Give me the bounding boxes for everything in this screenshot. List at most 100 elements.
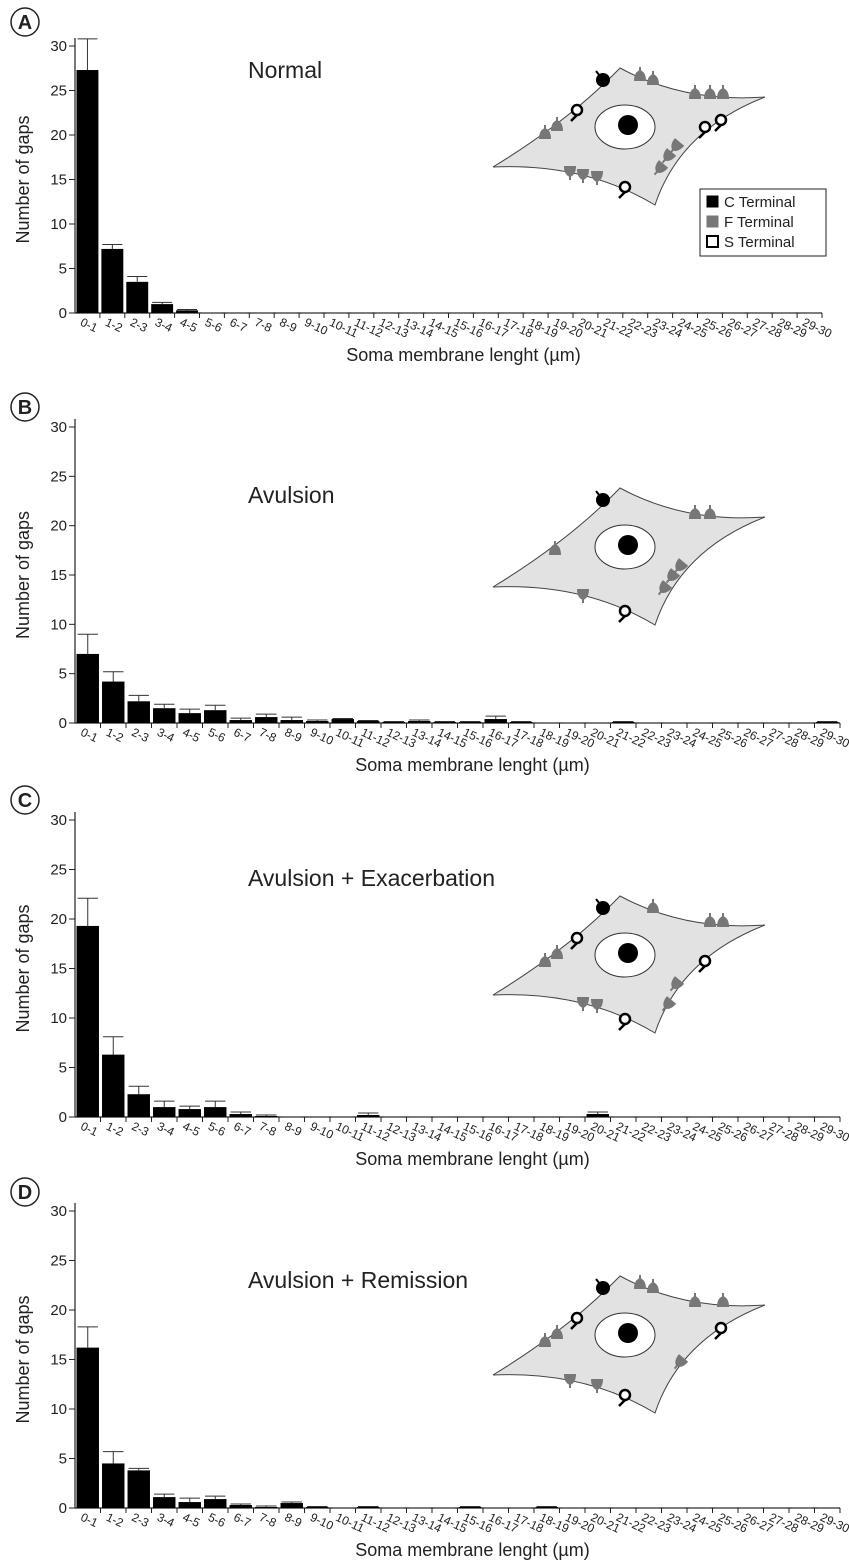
y-tick-label: 15 bbox=[50, 961, 67, 978]
y-tick-label: 0 bbox=[59, 715, 67, 732]
panel-badge bbox=[10, 392, 40, 422]
x-tick-label: 2-3 bbox=[129, 1119, 151, 1139]
y-tick-label: 10 bbox=[50, 1401, 67, 1418]
bar bbox=[178, 713, 201, 723]
bar bbox=[357, 1115, 380, 1117]
x-axis-label: Soma membrane lenght (µm) bbox=[355, 1149, 589, 1169]
x-tick-label: 0-1 bbox=[78, 1510, 100, 1530]
bar bbox=[101, 248, 124, 313]
y-tick-label: 0 bbox=[59, 1500, 67, 1517]
bar bbox=[612, 722, 635, 723]
bar bbox=[153, 1107, 176, 1117]
x-tick-label: 7-8 bbox=[257, 725, 279, 745]
x-tick-label: 7-8 bbox=[252, 315, 274, 335]
bar bbox=[255, 717, 278, 723]
y-tick-label: 25 bbox=[50, 468, 67, 485]
x-tick-label: 8-9 bbox=[282, 1119, 304, 1139]
x-tick-label: 2-3 bbox=[128, 315, 150, 335]
panel-letter: A bbox=[18, 12, 32, 34]
bar bbox=[306, 1507, 329, 1508]
bar bbox=[76, 925, 99, 1117]
bar bbox=[229, 1505, 252, 1508]
y-tick-label: 15 bbox=[50, 172, 67, 189]
x-tick-label: 29-30 bbox=[818, 1119, 849, 1145]
x-tick-label: 29-30 bbox=[818, 1510, 849, 1536]
x-tick-label: 6-7 bbox=[231, 1119, 253, 1139]
bar bbox=[151, 304, 174, 313]
x-tick-label: 1-2 bbox=[103, 315, 125, 335]
bar bbox=[127, 1094, 150, 1117]
chart-panel: D Avulsion + Remission Number of gaps Soma … bbox=[10, 1177, 849, 1560]
panel-title: Avulsion + Exacerbation bbox=[248, 865, 495, 891]
y-tick-label: 10 bbox=[50, 616, 67, 633]
x-tick-label: 4-5 bbox=[180, 1119, 202, 1139]
y-tick-label: 30 bbox=[50, 812, 67, 829]
x-tick-label: 6-7 bbox=[231, 725, 253, 745]
bar bbox=[204, 1499, 227, 1508]
x-tick-label: 0-1 bbox=[78, 1119, 100, 1139]
y-tick-label: 15 bbox=[50, 567, 67, 584]
bar bbox=[102, 1054, 125, 1117]
bar bbox=[127, 701, 150, 723]
x-tick-label: 3-4 bbox=[155, 1510, 177, 1530]
panel-title: Avulsion bbox=[248, 482, 335, 508]
bar bbox=[459, 722, 482, 723]
x-tick-label: 9-10 bbox=[308, 1510, 336, 1533]
x-tick-label: 5-6 bbox=[203, 315, 225, 335]
x-tick-label: 1-2 bbox=[104, 1119, 126, 1139]
bar bbox=[331, 719, 354, 723]
y-axis-label: Number of gaps bbox=[13, 904, 33, 1032]
bar bbox=[102, 681, 125, 723]
x-axis-label: Soma membrane lenght (µm) bbox=[355, 1540, 589, 1560]
panel-title: Avulsion + Remission bbox=[248, 1267, 468, 1293]
panel-badge bbox=[10, 1177, 40, 1207]
x-tick-label: 4-5 bbox=[180, 1510, 202, 1530]
bar bbox=[229, 720, 252, 723]
y-tick-label: 0 bbox=[59, 1109, 67, 1126]
chart-panel: C Avulsion + Exacerbation Number of gaps So… bbox=[10, 785, 849, 1169]
bar bbox=[816, 722, 839, 723]
bar bbox=[280, 1503, 303, 1508]
x-tick-label: 8-9 bbox=[282, 725, 304, 745]
bar bbox=[127, 1470, 150, 1508]
bar bbox=[382, 722, 405, 723]
bar bbox=[510, 722, 533, 723]
y-axis-label: Number of gaps bbox=[13, 511, 33, 639]
legend-label: C Terminal bbox=[724, 194, 795, 211]
x-tick-label: 0-1 bbox=[78, 725, 100, 745]
y-tick-label: 5 bbox=[59, 261, 67, 278]
panel-letter: C bbox=[18, 790, 32, 812]
cell-diagram bbox=[492, 1274, 766, 1414]
y-tick-label: 20 bbox=[50, 1302, 67, 1319]
bar bbox=[176, 310, 199, 313]
x-tick-label: 9-10 bbox=[302, 315, 330, 338]
legend-label: S Terminal bbox=[724, 234, 795, 251]
bar bbox=[484, 719, 507, 723]
x-tick-label: 7-8 bbox=[257, 1119, 279, 1139]
bar bbox=[459, 1507, 482, 1508]
bar bbox=[204, 1107, 227, 1117]
bar bbox=[126, 281, 149, 313]
x-tick-label: 4-5 bbox=[178, 315, 200, 335]
x-tick-label: 6-7 bbox=[231, 1510, 253, 1530]
bar bbox=[535, 1507, 558, 1508]
bar bbox=[76, 653, 99, 723]
x-tick-label: 5-6 bbox=[206, 1510, 228, 1530]
x-tick-label: 9-10 bbox=[308, 725, 336, 748]
cell-diagram bbox=[492, 66, 766, 206]
y-axis-label: Number of gaps bbox=[13, 115, 33, 243]
x-tick-label: 8-9 bbox=[277, 315, 299, 335]
y-tick-label: 5 bbox=[59, 1451, 67, 1468]
x-tick-label: 7-8 bbox=[257, 1510, 279, 1530]
x-tick-label: 29-30 bbox=[800, 315, 834, 341]
y-tick-label: 20 bbox=[50, 127, 67, 144]
y-tick-label: 0 bbox=[59, 305, 67, 322]
bar bbox=[178, 1109, 201, 1117]
y-tick-label: 25 bbox=[50, 83, 67, 100]
cell-diagram bbox=[492, 487, 766, 626]
panel-letter: B bbox=[18, 397, 32, 419]
x-tick-label: 1-2 bbox=[104, 725, 126, 745]
chart-panel: B Avulsion Number of gaps Soma membrane len… bbox=[10, 392, 849, 775]
bar bbox=[433, 722, 456, 723]
